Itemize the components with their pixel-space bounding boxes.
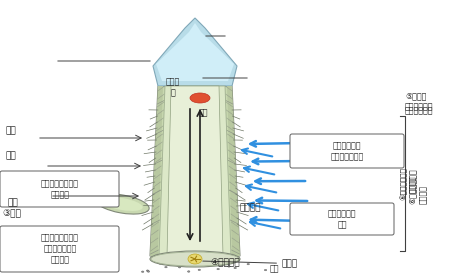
Ellipse shape — [178, 262, 181, 264]
FancyBboxPatch shape — [290, 203, 394, 235]
Ellipse shape — [146, 270, 149, 271]
Text: ⑤生長点
（分裂組織）: ⑤生長点 （分裂組織） — [405, 91, 433, 111]
Text: 脱落し、微生物の
栄館分に: 脱落し、微生物の 栄館分に — [41, 179, 79, 199]
Ellipse shape — [178, 267, 181, 268]
Text: 組織の保護、貲入
化学的・物理的
センサー: 組織の保護、貲入 化学的・物理的 センサー — [41, 233, 79, 265]
Text: ⑥養分・水分の
吸収領域: ⑥養分・水分の 吸収領域 — [408, 168, 428, 204]
Ellipse shape — [101, 197, 143, 211]
Text: ④ムシゲル: ④ムシゲル — [210, 258, 239, 267]
Text: 根の伸長領域: 根の伸長領域 — [405, 107, 433, 115]
Polygon shape — [167, 86, 223, 260]
Ellipse shape — [217, 268, 220, 270]
Ellipse shape — [228, 266, 230, 267]
Ellipse shape — [216, 262, 218, 263]
Text: 導管: 導管 — [198, 108, 208, 117]
Ellipse shape — [188, 271, 190, 272]
Text: 糖・アミノ酸
ビタミンを分泌: 糖・アミノ酸 ビタミンを分泌 — [330, 141, 364, 161]
Ellipse shape — [218, 263, 220, 264]
Text: ⑥養分・水分の
吸収領域: ⑥養分・水分の 吸収領域 — [400, 168, 416, 200]
Ellipse shape — [195, 264, 198, 266]
Ellipse shape — [159, 263, 162, 264]
Polygon shape — [153, 18, 237, 86]
Ellipse shape — [147, 271, 150, 272]
Polygon shape — [150, 86, 163, 256]
Ellipse shape — [141, 271, 144, 272]
Ellipse shape — [162, 263, 165, 265]
Text: 側根: 側根 — [8, 198, 19, 208]
FancyBboxPatch shape — [0, 171, 119, 207]
FancyBboxPatch shape — [290, 134, 404, 168]
Ellipse shape — [247, 263, 249, 265]
Text: 根冠: 根冠 — [5, 126, 16, 135]
Text: ふるい
管: ふるい 管 — [166, 78, 180, 97]
Ellipse shape — [234, 267, 236, 269]
Ellipse shape — [177, 265, 179, 266]
Text: ③根冠: ③根冠 — [2, 208, 21, 217]
Polygon shape — [227, 86, 240, 256]
Ellipse shape — [190, 93, 210, 103]
Ellipse shape — [165, 266, 167, 268]
Polygon shape — [159, 86, 231, 261]
Text: 中心柱: 中心柱 — [203, 259, 298, 268]
Text: 細菌: 細菌 — [270, 264, 279, 273]
Ellipse shape — [218, 263, 221, 264]
Polygon shape — [150, 86, 240, 262]
Ellipse shape — [95, 194, 149, 214]
Text: 根毛: 根毛 — [5, 151, 16, 160]
Ellipse shape — [150, 251, 240, 267]
Ellipse shape — [264, 269, 267, 271]
Text: 細脹分裂: 細脹分裂 — [240, 203, 261, 212]
Ellipse shape — [188, 254, 202, 264]
FancyBboxPatch shape — [0, 226, 119, 272]
Ellipse shape — [198, 269, 201, 270]
Text: 養分・水分を
吸収: 養分・水分を 吸収 — [328, 209, 356, 229]
Polygon shape — [156, 23, 234, 81]
